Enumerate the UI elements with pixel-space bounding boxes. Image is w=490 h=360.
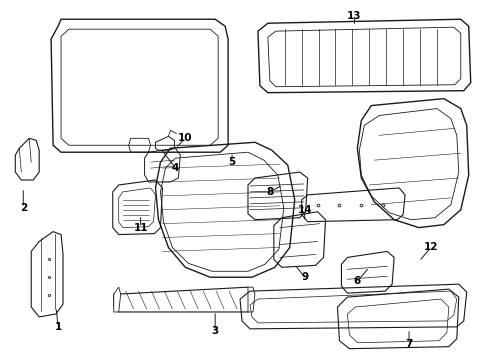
Text: 4: 4 — [172, 163, 179, 173]
Text: 1: 1 — [54, 322, 62, 332]
Text: 10: 10 — [178, 133, 193, 143]
Text: 5: 5 — [228, 157, 236, 167]
Text: 3: 3 — [212, 326, 219, 336]
Text: 6: 6 — [354, 276, 361, 286]
Text: 11: 11 — [133, 222, 148, 233]
Polygon shape — [114, 287, 121, 312]
Text: 9: 9 — [301, 272, 308, 282]
Text: 14: 14 — [297, 205, 312, 215]
Text: 8: 8 — [266, 187, 273, 197]
Text: 12: 12 — [424, 243, 438, 252]
Polygon shape — [248, 287, 255, 312]
Text: 2: 2 — [20, 203, 27, 213]
Text: 13: 13 — [347, 11, 362, 21]
Text: 7: 7 — [405, 339, 413, 349]
